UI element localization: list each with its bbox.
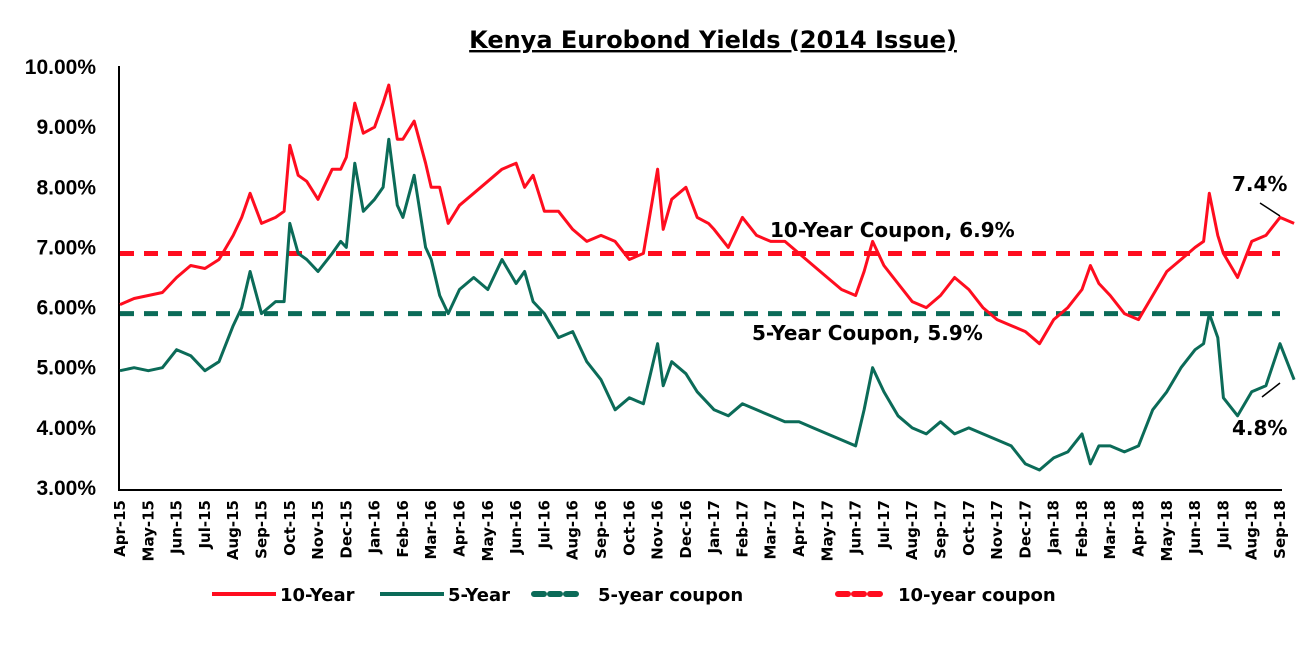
x-tick-label: Sep-15 bbox=[252, 500, 270, 559]
x-tick-label: Sep-18 bbox=[1271, 500, 1289, 559]
x-tick-label: Jun-18 bbox=[1186, 500, 1204, 555]
x-tick-label: Mar-16 bbox=[422, 500, 440, 560]
x-tick-label: Jun-15 bbox=[168, 500, 186, 555]
x-tick-label: Feb-18 bbox=[1073, 500, 1091, 558]
x-tick-label: Jan-16 bbox=[366, 500, 384, 554]
y-tick-label: 6.00% bbox=[36, 297, 96, 320]
x-tick-label: Dec-15 bbox=[337, 500, 355, 559]
x-tick-label: Dec-17 bbox=[1016, 500, 1034, 559]
legend-label-10yr: 10-Year bbox=[280, 585, 355, 606]
y-tick-label: 7.00% bbox=[36, 236, 96, 259]
legend-label-5yr-coupon: 5-year coupon bbox=[598, 585, 743, 606]
legend: 10-Year 5-Year 5-year coupon 10-year cou… bbox=[212, 585, 1056, 606]
x-tick-label: Nov-15 bbox=[309, 500, 327, 560]
y-tick-label: 10.00% bbox=[25, 56, 97, 79]
x-tick-label: Apr-15 bbox=[111, 500, 129, 557]
y-tick-label: 4.00% bbox=[36, 417, 96, 440]
x-tick-label: Apr-18 bbox=[1130, 500, 1148, 557]
x-tick-label: Dec-16 bbox=[677, 500, 695, 559]
x-tick-label: May-16 bbox=[479, 500, 497, 561]
x-tick-label: Mar-18 bbox=[1101, 500, 1119, 560]
x-tick-label: Apr-16 bbox=[451, 500, 469, 557]
legend-label-10yr-coupon: 10-year coupon bbox=[898, 585, 1056, 606]
y-tick-label: 9.00% bbox=[36, 116, 96, 139]
x-tick-label: Oct-15 bbox=[281, 500, 299, 556]
x-tick-label: Jun-16 bbox=[507, 500, 525, 555]
x-tick-label: Sep-17 bbox=[931, 500, 949, 559]
annotation-10yr-coupon: 10-Year Coupon, 6.9% bbox=[770, 218, 1015, 242]
x-tick-label: Jul-15 bbox=[196, 500, 214, 550]
x-tick-label: May-17 bbox=[818, 500, 836, 561]
x-tick-label: Apr-17 bbox=[790, 500, 808, 557]
annotation-5yr-leader bbox=[1261, 382, 1281, 398]
x-tick-label: Sep-16 bbox=[592, 500, 610, 559]
x-tick-label: Jul-17 bbox=[875, 500, 893, 550]
x-tick-label: Aug-15 bbox=[224, 500, 242, 560]
series-lines bbox=[119, 83, 1296, 472]
x-tick-label: Jan-18 bbox=[1045, 500, 1063, 554]
annotation-5yr-coupon: 5-Year Coupon, 5.9% bbox=[752, 321, 983, 345]
annotation-5yr-latest: 4.8% bbox=[1232, 416, 1287, 440]
x-tick-label: Nov-16 bbox=[649, 500, 667, 560]
y-tick-label: 5.00% bbox=[36, 357, 96, 380]
annotation-10yr-leader bbox=[1259, 202, 1281, 217]
x-tick-label: Mar-17 bbox=[762, 500, 780, 560]
x-tick-label: Aug-18 bbox=[1243, 500, 1261, 560]
y-axis-ticks: 10.00% 9.00% 8.00% 7.00% 6.00% 5.00% 4.00% 3.00… bbox=[25, 56, 97, 500]
x-tick-label: Jan-17 bbox=[705, 500, 723, 554]
annotation-10yr-latest: 7.4% bbox=[1232, 172, 1287, 196]
coupon-lines bbox=[120, 250, 1280, 317]
x-tick-label: Oct-17 bbox=[960, 500, 978, 556]
series-line-10-year bbox=[119, 83, 1295, 346]
x-tick-label: Jun-17 bbox=[847, 500, 865, 555]
y-tick-label: 8.00% bbox=[36, 176, 96, 199]
series-line-5-year bbox=[119, 137, 1296, 472]
x-tick-label: May-15 bbox=[139, 500, 157, 561]
x-tick-label: May-18 bbox=[1158, 500, 1176, 561]
y-tick-label: 3.00% bbox=[36, 477, 96, 500]
x-tick-label: Oct-16 bbox=[620, 500, 638, 556]
x-tick-label: Aug-17 bbox=[903, 500, 921, 560]
x-tick-label: Nov-17 bbox=[988, 500, 1006, 560]
chart-title: Kenya Eurobond Yields (2014 Issue) bbox=[469, 26, 957, 54]
legend-label-5yr: 5-Year bbox=[448, 585, 510, 606]
x-tick-label: Feb-17 bbox=[733, 500, 751, 558]
x-axis-ticks: Apr-15 May-15 Jun-15 Jul-15 Aug-15 Sep-15 Oct-… bbox=[111, 500, 1289, 561]
x-tick-label: Jul-18 bbox=[1214, 500, 1232, 550]
x-tick-label: Feb-16 bbox=[394, 500, 412, 558]
x-tick-label: Aug-16 bbox=[564, 500, 582, 560]
x-tick-label: Jul-16 bbox=[535, 500, 553, 550]
